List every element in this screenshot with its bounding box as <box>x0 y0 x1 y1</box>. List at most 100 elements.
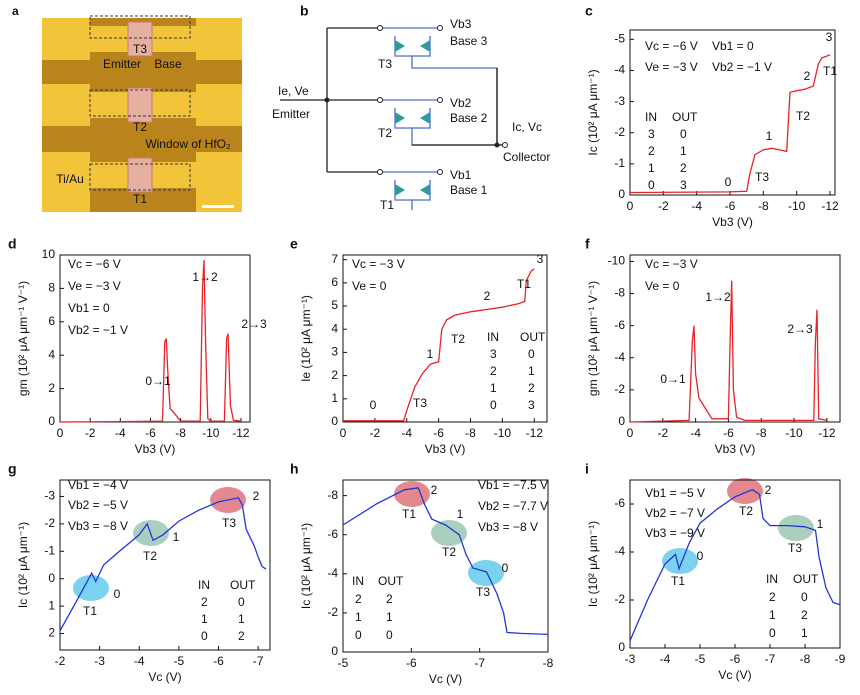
y-tick-label: -5 <box>614 32 625 46</box>
x-tick-label: -8 <box>543 656 554 670</box>
table-header: IN <box>198 578 210 592</box>
table-cell: 2 <box>648 144 655 158</box>
y-tick-label: 10 <box>42 247 56 261</box>
y-tick-label: 0 <box>48 414 55 428</box>
x-tick-label: -2 <box>85 426 96 440</box>
condition: Ve = 0 <box>645 279 680 293</box>
dashed-boxes <box>89 15 191 191</box>
annotation: T2 <box>739 504 753 518</box>
annotation: T3 <box>476 585 490 599</box>
condition: Vc = −3 V <box>645 257 698 271</box>
annotation: 1 <box>173 530 180 544</box>
annotation: 1→2 <box>705 290 731 304</box>
condition: Vb3 = −9 V <box>645 526 705 540</box>
table-header: IN <box>645 110 657 124</box>
table-cell: 1 <box>680 144 687 158</box>
x-tick-label: -12 <box>821 199 839 213</box>
data-line <box>343 268 535 422</box>
terminals <box>377 25 508 175</box>
table-cell: 1 <box>490 381 497 395</box>
condition: Vc = −3 V <box>352 257 405 271</box>
annotation: 3 <box>537 252 544 266</box>
y-tick-label: -6 <box>614 318 625 332</box>
circuit-label: T1 <box>380 198 394 212</box>
y-axis-title: gm (10² μA μm⁻¹ V⁻¹) <box>16 281 30 396</box>
highlight <box>394 481 430 507</box>
table-cell: 0 <box>528 347 535 361</box>
plot-frame <box>59 254 251 423</box>
annotation: 0 <box>370 398 377 412</box>
table-cell: 1 <box>769 608 776 622</box>
annotation: T3 <box>755 170 769 184</box>
y-tick-label: -1 <box>614 156 625 170</box>
data-line <box>629 280 828 423</box>
y-tick-label: -4 <box>327 566 338 580</box>
circuit-label: Base 2 <box>450 111 488 125</box>
y-tick-label: 0 <box>618 640 625 654</box>
highlight <box>778 515 814 541</box>
y-tick-label: -10 <box>608 254 626 268</box>
y-tick-label: -8 <box>614 286 625 300</box>
panel-label: h <box>290 461 299 477</box>
plot-frame <box>59 479 271 651</box>
table-cell: 1 <box>801 626 808 640</box>
condition: Vc = −6 V <box>68 257 121 271</box>
condition: Vb2 = −7.7 V <box>478 499 548 513</box>
table-cell: 2 <box>355 592 362 606</box>
image-label: Base <box>154 57 182 71</box>
annotation: 2 <box>765 483 772 497</box>
table-cell: 2 <box>769 590 776 604</box>
y-tick-label: -4 <box>614 350 625 364</box>
condition: Vb2 = −7 V <box>645 506 705 520</box>
highlight <box>73 575 109 601</box>
y-tick-label: 6 <box>331 275 338 289</box>
image-label: Emitter <box>103 57 141 71</box>
collector-wire <box>412 68 505 146</box>
table-cell: 3 <box>528 398 535 412</box>
annotation: T2 <box>451 332 465 346</box>
y-tick-label: 5 <box>331 298 338 312</box>
panel-label: g <box>8 461 17 477</box>
x-axis-title: Vb3 (V) <box>135 442 176 456</box>
annotation: 1 <box>457 507 464 521</box>
circuit-label: T2 <box>378 126 392 140</box>
table-header: OUT <box>378 574 404 588</box>
table-cell: 2 <box>201 595 208 609</box>
condition: Vb1 = 0 <box>712 39 754 53</box>
x-tick-label: -2 <box>370 426 381 440</box>
x-tick-label: -2 <box>658 199 669 213</box>
table-cell: 1 <box>648 161 655 175</box>
x-tick-label: -5 <box>174 654 185 668</box>
table-cell: 1 <box>386 610 393 624</box>
y-tick-label: -6 <box>327 527 338 541</box>
table-header: OUT <box>793 572 819 586</box>
table-cell: 0 <box>386 628 393 642</box>
x-tick-label: -8 <box>800 652 811 666</box>
table-header: OUT <box>230 578 256 592</box>
y-tick-label: 3 <box>331 345 338 359</box>
table-header: IN <box>766 572 778 586</box>
scale-bar <box>202 205 234 208</box>
table-cell: 0 <box>648 178 655 192</box>
y-axis-title: Ie (10² μA μm⁻¹) <box>299 295 313 382</box>
y-tick-label: -6 <box>614 496 625 510</box>
annotation: 1→2 <box>192 270 218 284</box>
x-tick-label: 0 <box>340 426 347 440</box>
table-cell: 2 <box>680 161 687 175</box>
x-tick-label: -10 <box>494 426 512 440</box>
plot-frame <box>342 254 548 423</box>
annotation: T3 <box>413 396 427 410</box>
annotation: 3 <box>826 30 833 44</box>
circuit-label: Base 3 <box>450 34 488 48</box>
x-tick-label: -6 <box>725 199 736 213</box>
table-cell: 0 <box>801 590 808 604</box>
y-axis-title: Ic (10² μA μm⁻¹) <box>299 523 313 609</box>
x-tick-label: -3 <box>625 652 636 666</box>
y-tick-label: -3 <box>614 94 625 108</box>
table-cell: 1 <box>201 612 208 626</box>
x-tick-label: -5 <box>695 652 706 666</box>
condition: Vb1 = −4 V <box>68 478 128 492</box>
y-tick-label: 2 <box>48 626 55 640</box>
annotation: 1 <box>817 517 824 531</box>
x-tick-label: -12 <box>232 426 250 440</box>
